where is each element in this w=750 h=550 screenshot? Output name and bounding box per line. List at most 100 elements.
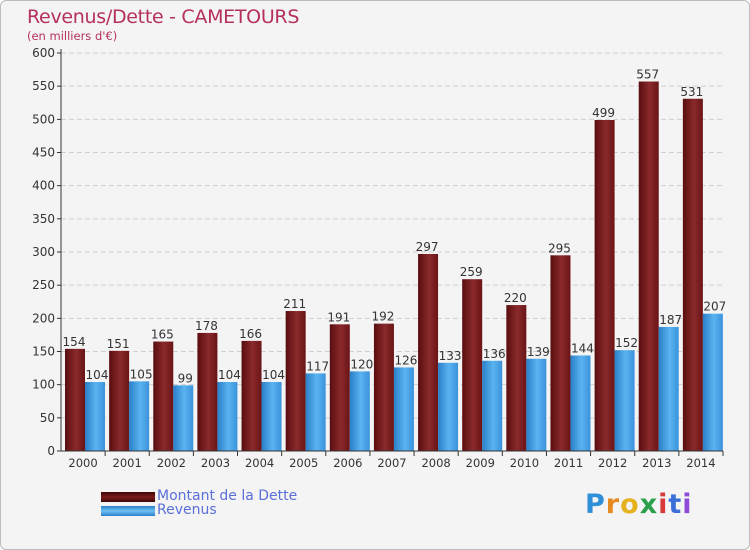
debt-bar — [594, 119, 615, 451]
y-tick-label: 150 — [32, 345, 55, 359]
debt-bar — [638, 81, 659, 452]
y-tick-label: 500 — [32, 112, 55, 126]
revenue-value-label: 152 — [615, 336, 638, 350]
proxiti-logo: Proxiti — [585, 489, 693, 520]
y-tick-label: 400 — [32, 179, 55, 193]
legend-swatch-dette — [101, 492, 155, 502]
debt-value-label: 295 — [548, 241, 571, 255]
x-tick-label: 2003 — [201, 456, 230, 470]
debt-value-label: 151 — [107, 337, 130, 351]
logo-letter: P — [585, 489, 606, 520]
debt-value-label: 178 — [195, 319, 218, 333]
revenue-value-label: 187 — [659, 313, 682, 327]
x-tick-label: 2009 — [466, 456, 495, 470]
revenue-value-label: 99 — [178, 371, 193, 385]
revenue-bar — [482, 360, 503, 451]
x-tick-label: 2012 — [598, 456, 627, 470]
logo-letter: x — [639, 489, 659, 520]
revenue-bar — [570, 355, 591, 451]
y-tick-label: 350 — [32, 212, 55, 226]
logo-letter: i — [682, 489, 693, 520]
x-tick-label: 2002 — [157, 456, 186, 470]
revenue-value-label: 207 — [703, 300, 726, 314]
axis-layer: 0 50 100 150 200 250 300 350 400 450 500 550 600 2000… — [32, 46, 724, 470]
y-tick-label: 50 — [40, 411, 55, 425]
legend-label-revenus: Revenus — [157, 502, 217, 518]
debt-bar — [550, 255, 571, 451]
debt-value-label: 220 — [504, 291, 527, 305]
revenue-value-label: 136 — [483, 347, 506, 361]
revenue-bar — [217, 382, 238, 451]
x-tick-label: 2006 — [333, 456, 362, 470]
revenue-bar — [614, 350, 635, 451]
legend-label-dette: Montant de la Dette — [157, 488, 298, 504]
revenue-value-label: 117 — [306, 359, 329, 373]
x-tick-label: 2013 — [642, 456, 671, 470]
revenue-value-label: 133 — [439, 349, 462, 363]
revenue-value-label: 104 — [218, 368, 241, 382]
revenue-bar — [173, 385, 194, 451]
debt-value-label: 259 — [460, 265, 483, 279]
debt-bar — [682, 98, 703, 452]
debt-value-label: 499 — [592, 106, 615, 120]
revenue-bar — [438, 362, 459, 451]
revenue-bar — [349, 371, 370, 451]
debt-value-label: 531 — [680, 85, 703, 99]
revenue-value-label: 104 — [262, 368, 285, 382]
debt-bar — [373, 323, 394, 451]
debt-bar — [462, 279, 483, 451]
debt-value-label: 192 — [371, 310, 394, 324]
x-tick-label: 2007 — [377, 456, 406, 470]
x-tick-label: 2001 — [113, 456, 142, 470]
logo-letter: t — [668, 489, 683, 520]
revenue-value-label: 104 — [86, 368, 109, 382]
x-tick-label: 2011 — [554, 456, 583, 470]
debt-bar — [418, 253, 439, 451]
y-tick-label: 0 — [47, 444, 55, 458]
revenue-bar — [702, 313, 723, 451]
x-tick-label: 2000 — [68, 456, 97, 470]
debt-bar — [506, 305, 527, 451]
revenue-bar — [85, 382, 105, 451]
debt-bar — [153, 341, 174, 451]
debt-value-label: 557 — [636, 68, 659, 82]
revenue-value-label: 139 — [527, 345, 550, 359]
y-tick-label: 250 — [32, 278, 55, 292]
bars-layer — [65, 81, 723, 452]
chart-subtitle: (en milliers d'€) — [27, 29, 118, 43]
debt-value-label: 297 — [416, 240, 439, 254]
revenue-value-label: 126 — [394, 353, 417, 367]
debt-value-label: 166 — [239, 327, 262, 341]
x-tick-label: 2004 — [245, 456, 274, 470]
x-tick-label: 2005 — [289, 456, 318, 470]
revenue-bar — [261, 382, 282, 451]
debt-bar — [241, 340, 262, 451]
x-tick-label: 2010 — [510, 456, 539, 470]
legend-swatch-revenus — [101, 506, 155, 516]
debt-value-label: 211 — [283, 297, 306, 311]
chart-title: Revenus/Dette - CAMETOURS — [27, 6, 300, 28]
y-tick-label: 200 — [32, 311, 55, 325]
revenue-bar — [305, 373, 326, 451]
revenue-value-label: 105 — [130, 367, 153, 381]
logo-letter: i — [658, 489, 669, 520]
revenue-value-label: 144 — [571, 341, 594, 355]
x-tick-label: 2014 — [686, 456, 715, 470]
revenue-bar — [526, 358, 547, 451]
revenue-bar — [658, 326, 679, 451]
debt-bar — [65, 348, 85, 451]
revenue-value-label: 120 — [350, 357, 373, 371]
debt-value-label: 165 — [151, 328, 174, 342]
debt-bar — [285, 311, 306, 451]
x-tick-label: 2008 — [421, 456, 450, 470]
revenue-bar — [393, 367, 414, 451]
y-tick-label: 100 — [32, 378, 55, 392]
y-tick-label: 450 — [32, 146, 55, 160]
debt-bar — [197, 332, 218, 451]
y-tick-label: 300 — [32, 245, 55, 259]
revenue-bar — [129, 381, 150, 451]
debt-bar — [329, 324, 350, 451]
logo-letter: r — [605, 489, 621, 520]
debt-value-label: 191 — [327, 310, 350, 324]
